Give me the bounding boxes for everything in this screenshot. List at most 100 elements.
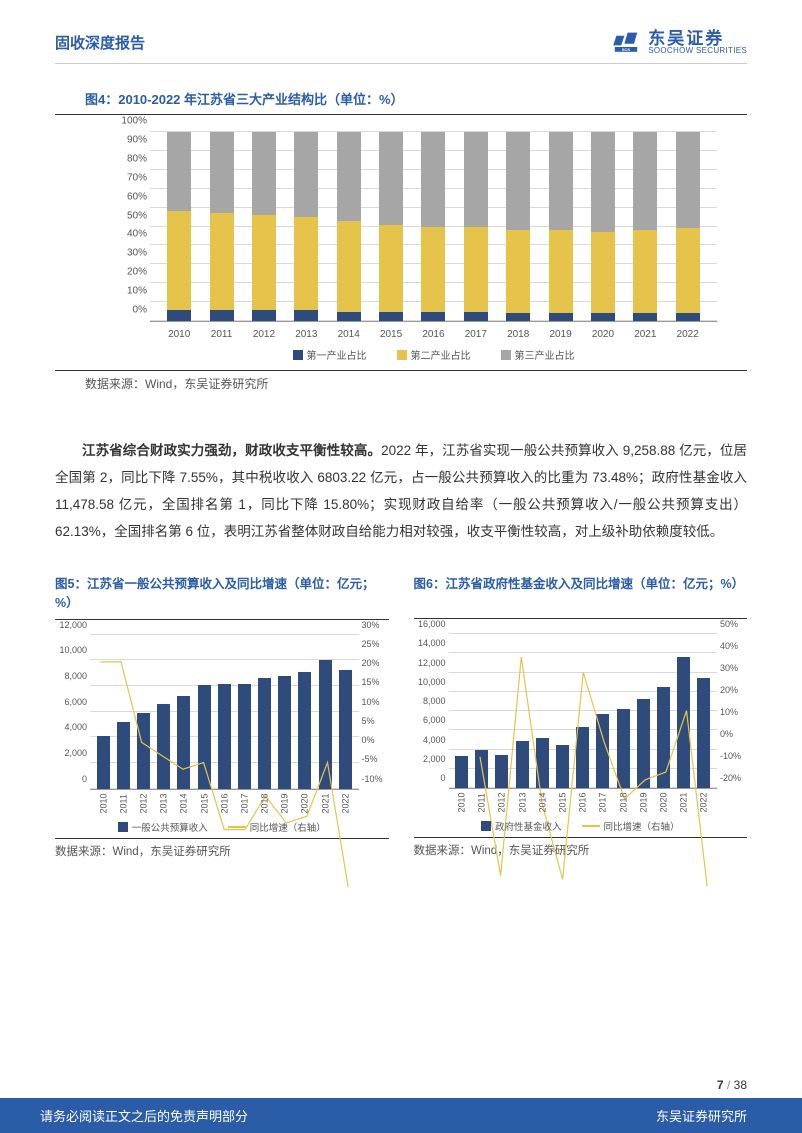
stacked-bar bbox=[337, 132, 361, 321]
x-axis-label: 2014 bbox=[537, 800, 547, 813]
y-axis-left-label: 2,000 bbox=[414, 754, 446, 764]
legend-item: 一般公共预算收入 bbox=[118, 820, 208, 834]
bar bbox=[97, 736, 110, 788]
x-axis-label: 2011 bbox=[210, 329, 234, 340]
page-header: 固收深度报告 SCS 东吴证券 SOOCHOW SECURITIES bbox=[55, 30, 747, 64]
x-axis-label: 2015 bbox=[558, 800, 568, 813]
bar bbox=[617, 709, 630, 788]
bar bbox=[657, 687, 670, 788]
y-axis-left-label: 12,000 bbox=[55, 620, 87, 630]
bar bbox=[455, 756, 468, 788]
page-number: 7 / 38 bbox=[0, 1078, 802, 1098]
bar bbox=[258, 678, 271, 789]
bar bbox=[495, 755, 508, 788]
x-axis-label: 2014 bbox=[179, 800, 189, 813]
x-axis-label: 2015 bbox=[379, 329, 403, 340]
x-axis-label: 2011 bbox=[477, 800, 487, 813]
bar bbox=[157, 704, 170, 788]
bar bbox=[198, 685, 211, 788]
para-lead: 江苏省综合财政实力强劲，财政收支平衡性较高。 bbox=[82, 443, 381, 458]
stacked-bar bbox=[676, 132, 700, 321]
stacked-bar bbox=[633, 132, 657, 321]
fig4-chart: 0%10%20%30%40%50%60%70%80%90%100% 201020… bbox=[115, 127, 717, 362]
soochow-logo-icon: SCS bbox=[610, 31, 642, 55]
x-axis-label: 2011 bbox=[118, 800, 128, 813]
y-axis-right-label: -10% bbox=[720, 751, 747, 761]
figure-6: 图6：江苏省政府性基金收入及同比增速（单位：亿元；%） 02,0004,0006… bbox=[414, 575, 748, 859]
y-axis-right-label: -5% bbox=[362, 754, 389, 764]
x-axis-label: 2017 bbox=[239, 800, 249, 813]
y-axis-left-label: 10,000 bbox=[414, 677, 446, 687]
x-axis-label: 2018 bbox=[506, 329, 530, 340]
x-axis-label: 2019 bbox=[280, 800, 290, 813]
y-axis-label: 20% bbox=[117, 267, 147, 278]
fig4-source: 数据来源：Wind，东吴证券研究所 bbox=[55, 370, 747, 392]
bar bbox=[536, 738, 549, 788]
x-axis-label: 2021 bbox=[679, 800, 689, 813]
x-axis-label: 2010 bbox=[98, 800, 108, 813]
stacked-bar bbox=[549, 132, 573, 321]
fig6-title: 图6：江苏省政府性基金收入及同比增速（单位：亿元；%） bbox=[414, 575, 748, 619]
x-axis-label: 2013 bbox=[294, 329, 318, 340]
x-axis-label: 2020 bbox=[591, 329, 615, 340]
y-axis-right-label: 25% bbox=[362, 639, 389, 649]
x-axis-label: 2012 bbox=[497, 800, 507, 813]
x-axis-label: 2021 bbox=[320, 800, 330, 813]
y-axis-left-label: 16,000 bbox=[414, 619, 446, 629]
stacked-bar bbox=[379, 132, 403, 321]
y-axis-right-label: -20% bbox=[720, 773, 747, 783]
bar bbox=[137, 713, 150, 788]
bar bbox=[637, 699, 650, 788]
x-axis-label: 2013 bbox=[159, 800, 169, 813]
y-axis-label: 40% bbox=[117, 229, 147, 240]
y-axis-left-label: 8,000 bbox=[414, 696, 446, 706]
x-axis-label: 2022 bbox=[340, 800, 350, 813]
brand-logo: SCS 东吴证券 SOOCHOW SECURITIES bbox=[610, 30, 747, 55]
page-current: 7 bbox=[717, 1078, 724, 1092]
bar bbox=[339, 670, 352, 789]
x-axis-label: 2018 bbox=[618, 800, 628, 813]
y-axis-right-label: 0% bbox=[362, 735, 389, 745]
bar bbox=[319, 660, 332, 789]
y-axis-right-label: 30% bbox=[362, 620, 389, 630]
y-axis-label: 80% bbox=[117, 153, 147, 164]
bar bbox=[475, 750, 488, 788]
bar bbox=[556, 745, 569, 788]
body-paragraph: 江苏省综合财政实力强劲，财政收支平衡性较高。2022 年，江苏省实现一般公共预算… bbox=[55, 437, 747, 545]
fig6-source: 数据来源：Wind，东吴证券研究所 bbox=[414, 837, 748, 858]
x-axis-label: 2010 bbox=[167, 329, 191, 340]
y-axis-left-label: 6,000 bbox=[414, 715, 446, 725]
fig6-chart: 02,0004,0006,0008,00010,00012,00014,0001… bbox=[414, 629, 748, 829]
y-axis-label: 100% bbox=[117, 116, 147, 127]
y-axis-right-label: 50% bbox=[720, 619, 747, 629]
stacked-bar bbox=[464, 132, 488, 321]
y-axis-right-label: 30% bbox=[720, 663, 747, 673]
y-axis-left-label: 0 bbox=[55, 774, 87, 784]
bar bbox=[278, 676, 291, 789]
stacked-bar bbox=[294, 132, 318, 321]
y-axis-right-label: 10% bbox=[720, 707, 747, 717]
y-axis-label: 70% bbox=[117, 172, 147, 183]
bar bbox=[218, 684, 231, 788]
x-axis-label: 2017 bbox=[464, 329, 488, 340]
x-axis-label: 2010 bbox=[457, 800, 467, 813]
bar bbox=[117, 722, 130, 788]
bar bbox=[677, 657, 690, 788]
x-axis-label: 2012 bbox=[252, 329, 276, 340]
x-axis-label: 2022 bbox=[699, 800, 709, 813]
bar bbox=[697, 678, 710, 788]
y-axis-left-label: 4,000 bbox=[55, 722, 87, 732]
logo-text-en: SOOCHOW SECURITIES bbox=[648, 47, 747, 55]
y-axis-label: 90% bbox=[117, 134, 147, 145]
bar bbox=[238, 684, 251, 789]
y-axis-right-label: 40% bbox=[720, 641, 747, 651]
footer-institute: 东吴证券研究所 bbox=[656, 1106, 747, 1125]
x-axis-label: 2014 bbox=[337, 329, 361, 340]
footer-disclaimer: 请务必阅读正文之后的免责声明部分 bbox=[40, 1106, 248, 1125]
logo-text-cn: 东吴证券 bbox=[648, 30, 747, 47]
stacked-bar bbox=[167, 132, 191, 321]
y-axis-right-label: 20% bbox=[720, 685, 747, 695]
stacked-bar bbox=[210, 132, 234, 321]
page-total: 38 bbox=[734, 1078, 747, 1092]
y-axis-left-label: 2,000 bbox=[55, 748, 87, 758]
